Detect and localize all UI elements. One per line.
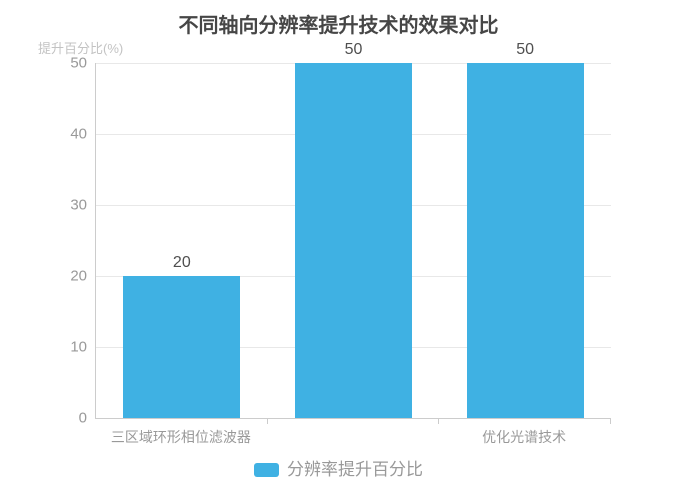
x-axis-tick: [438, 419, 440, 424]
bar-value-label: 50: [516, 41, 535, 58]
x-axis-tick: [266, 419, 268, 424]
bar-series-1[interactable]: [295, 63, 412, 418]
legend-item[interactable]: 分辨率提升百分比: [0, 461, 677, 479]
bar-优化光谱技术[interactable]: [466, 63, 584, 418]
y-axis-tick-label: 50: [70, 54, 87, 72]
bar-三区域环形相位滤波器[interactable]: [123, 276, 241, 418]
x-axis-tick: [610, 419, 611, 424]
y-axis-tick-label: 40: [70, 125, 87, 143]
bar-value-label: 20: [172, 254, 191, 271]
plot-area: 20 50 50: [95, 41, 611, 419]
bar-value-label: 50: [344, 41, 363, 58]
x-axis-category-label: 优化光谱技术: [482, 429, 567, 445]
chart-title: 不同轴向分辨率提升技术的效果对比: [178, 15, 499, 37]
y-axis-tick-label: 20: [70, 267, 87, 285]
legend-marker-swatch[interactable]: [254, 463, 279, 477]
y-axis-tick-label: 10: [70, 338, 87, 356]
y-axis-tick-label: 0: [78, 409, 87, 427]
x-axis-category-label: 三区域环形相位滤波器: [110, 429, 251, 445]
y-axis-tick-label: 30: [70, 196, 87, 214]
legend-label: 分辨率提升百分比: [287, 460, 423, 479]
y-axis-name: 提升百分比(%): [38, 41, 124, 56]
